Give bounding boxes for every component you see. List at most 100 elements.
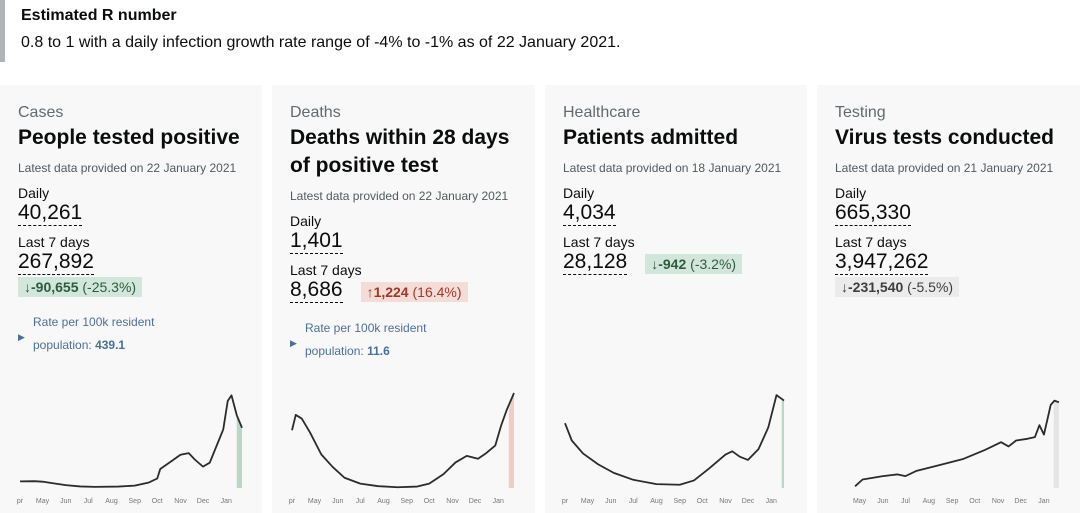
- rate-value: 439.1: [95, 338, 126, 352]
- arrow-icon: ↓: [841, 279, 848, 295]
- rate-label-2: population:: [33, 338, 96, 352]
- x-tick-label: Jun: [60, 498, 71, 505]
- week-label: Last 7 days: [835, 234, 907, 250]
- arrow-icon: ↑: [366, 283, 374, 300]
- x-tick-label: Jul: [356, 498, 365, 505]
- arrow-icon: ↓: [651, 255, 659, 272]
- week-value[interactable]: 8,686: [290, 278, 343, 303]
- change-value: 1,224: [373, 283, 409, 300]
- daily-label: Daily: [18, 185, 50, 201]
- last-7-days-highlight: [508, 393, 514, 488]
- x-tick-label: pr: [17, 498, 24, 505]
- x-tick-label: Sep: [129, 498, 142, 505]
- sparkline-chart: pr May Jun Jul Aug Sep Oct Nov Dec Jan: [289, 392, 515, 505]
- x-tick-label: Jul: [901, 498, 910, 505]
- x-tick-label: Nov: [719, 498, 732, 505]
- week-value[interactable]: 3,947,262: [835, 250, 929, 275]
- latest-date: Latest data provided on 22 January 2021: [18, 161, 237, 175]
- x-tick-label: Dec: [469, 498, 482, 505]
- x-tick-label: Jan: [493, 498, 504, 505]
- x-tick-label: Nov: [446, 498, 459, 505]
- week-value[interactable]: 267,892: [18, 250, 94, 275]
- x-tick-label: Sep: [674, 498, 687, 505]
- r-number-text: 0.8 to 1 with a daily infection growth r…: [21, 34, 621, 51]
- change-percent: (-3.2%): [690, 255, 737, 272]
- arrow-icon: ↓: [24, 279, 31, 295]
- x-tick-label: May: [36, 498, 50, 505]
- x-tick-label: Jun: [605, 498, 616, 505]
- daily-label: Daily: [563, 185, 595, 201]
- card-title[interactable]: Virus tests conducted: [835, 126, 1055, 149]
- change-percent: (-5.5%): [907, 279, 954, 295]
- daily-label: Daily: [290, 213, 322, 229]
- latest-date: Latest data provided on 21 January 2021: [835, 161, 1054, 175]
- week-label: Last 7 days: [290, 262, 362, 278]
- x-tick-label: Sep: [401, 498, 414, 505]
- rate-toggle[interactable]: ▶ Rate per 100k resident population: 11.6: [290, 317, 517, 363]
- card-title[interactable]: People tested positive: [18, 126, 240, 149]
- x-tick-label: Oct: [152, 498, 163, 505]
- daily-value[interactable]: 40,261: [18, 201, 83, 226]
- x-tick-label: Aug: [377, 498, 390, 505]
- x-tick-label: Dec: [197, 498, 210, 505]
- rate-line: population: 439.1: [33, 334, 244, 357]
- week-value[interactable]: 28,128: [563, 250, 628, 275]
- triangle-right-icon: ▶: [18, 332, 25, 342]
- card-category: Testing: [835, 104, 886, 121]
- x-tick-label: Jul: [84, 498, 93, 505]
- x-tick-label: May: [581, 498, 595, 505]
- series-line: [19, 394, 243, 488]
- daily-value[interactable]: 4,034: [563, 201, 616, 226]
- x-tick-label: Jan: [1038, 498, 1049, 505]
- last-7-days-highlight: [1053, 400, 1059, 488]
- rate-label-2: population:: [305, 344, 368, 358]
- series-line: [291, 392, 515, 489]
- change-badge: ↓-942 (-3.2%): [645, 253, 743, 274]
- last-7-days-highlight: [781, 397, 784, 488]
- change-value: -942: [658, 255, 687, 272]
- rate-label: Rate per 100k resident: [33, 315, 155, 329]
- x-tick-label: Dec: [742, 498, 755, 505]
- x-tick-label: May: [308, 498, 322, 505]
- daily-value[interactable]: 1,401: [290, 229, 343, 254]
- change-badge: ↑1,224 (16.4%): [360, 281, 468, 302]
- change-badge: ↓-90,655 (-25.3%): [18, 277, 143, 297]
- x-tick-label: Nov: [992, 498, 1005, 505]
- x-tick-label: Nov: [174, 498, 187, 505]
- daily-value[interactable]: 665,330: [835, 201, 911, 226]
- sparkline-chart: pr May Jun Jul Aug Sep Oct Nov Dec Jan: [17, 394, 243, 505]
- x-tick-label: Aug: [650, 498, 663, 505]
- x-tick-label: Oct: [424, 498, 435, 505]
- card-healthcare: Healthcare Patients admitted Latest data…: [545, 85, 807, 513]
- x-tick-label: Oct: [969, 498, 980, 505]
- change-value: -90,655: [31, 279, 79, 295]
- x-tick-label: Jan: [221, 498, 232, 505]
- card-deaths: Deaths Deaths within 28 days of positive…: [272, 85, 535, 513]
- series-line: [564, 394, 785, 486]
- r-number-panel: Estimated R number 0.8 to 1 with a daily…: [0, 0, 1080, 62]
- last-7-days-highlight: [236, 415, 242, 488]
- change-value: -231,540: [848, 279, 904, 295]
- latest-date: Latest data provided on 18 January 2021: [563, 161, 782, 175]
- series-line: [854, 399, 1060, 487]
- change-percent: (-25.3%): [82, 279, 137, 295]
- rate-label: Rate per 100k resident: [305, 321, 427, 335]
- latest-date: Latest data provided on 22 January 2021: [290, 189, 509, 203]
- x-tick-label: pr: [562, 498, 569, 505]
- x-tick-label: Jul: [629, 498, 638, 505]
- x-tick-label: May: [853, 498, 867, 505]
- card-title[interactable]: Deaths within 28 days of positive test: [290, 126, 510, 177]
- x-tick-label: Aug: [105, 498, 118, 505]
- r-number-title: Estimated R number: [21, 7, 177, 24]
- rate-toggle[interactable]: ▶ Rate per 100k resident population: 439.1: [18, 311, 244, 357]
- card-category: Deaths: [290, 104, 341, 121]
- card-title[interactable]: Patients admitted: [563, 126, 739, 149]
- change-badge: ↓-231,540 (-5.5%): [835, 277, 960, 297]
- card-testing: Testing Virus tests conducted Latest dat…: [817, 85, 1080, 513]
- x-tick-label: Aug: [923, 498, 936, 505]
- x-tick-label: Dec: [1014, 498, 1027, 505]
- triangle-right-icon: ▶: [290, 338, 297, 348]
- card-category: Healthcare: [563, 104, 641, 121]
- x-tick-label: Sep: [946, 498, 959, 505]
- x-tick-label: pr: [289, 498, 296, 505]
